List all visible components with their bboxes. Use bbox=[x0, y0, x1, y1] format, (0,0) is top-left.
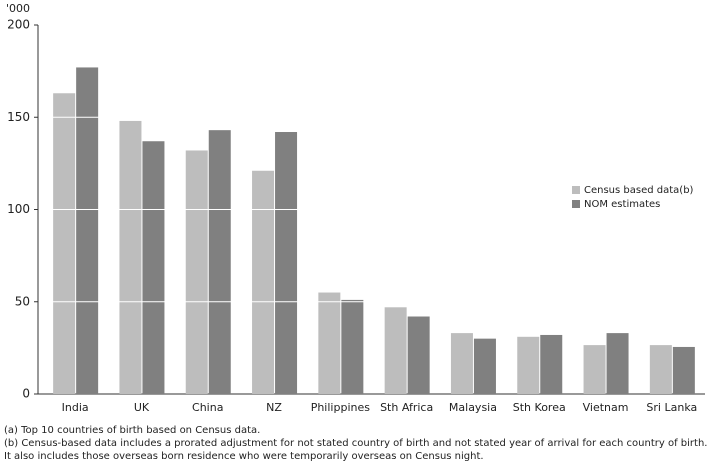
x-tick-label: India bbox=[62, 401, 89, 414]
x-tick-label: China bbox=[192, 401, 223, 414]
x-tick-label: Sri Lanka bbox=[646, 401, 697, 414]
y-tick-label: 0 bbox=[22, 387, 30, 401]
bar bbox=[185, 150, 208, 394]
bar bbox=[606, 333, 629, 394]
bar bbox=[384, 307, 407, 394]
x-tick-label: Malaysia bbox=[449, 401, 497, 414]
legend-swatch bbox=[572, 186, 580, 194]
bar bbox=[208, 130, 231, 395]
x-tick-label: Sth Africa bbox=[380, 401, 433, 414]
bar bbox=[53, 93, 76, 394]
bar bbox=[450, 333, 473, 394]
y-tick-label: 150 bbox=[7, 110, 30, 124]
bar bbox=[341, 299, 364, 394]
bar bbox=[76, 67, 99, 394]
bar bbox=[473, 338, 496, 394]
legend-label: Census based data(b) bbox=[584, 185, 694, 196]
y-unit-label: '000 bbox=[6, 2, 30, 15]
footnote: (b) Census-based data includes a prorate… bbox=[4, 438, 707, 449]
legend-swatch bbox=[572, 200, 580, 208]
x-tick-label: Sth Korea bbox=[513, 401, 566, 414]
bar bbox=[583, 345, 606, 394]
x-tick-label: NZ bbox=[266, 401, 282, 414]
y-tick-label: 100 bbox=[7, 202, 30, 216]
footnote: (a) Top 10 countries of birth based on C… bbox=[4, 425, 260, 436]
x-tick-label: Vietnam bbox=[583, 401, 629, 414]
bar bbox=[540, 334, 563, 394]
bar bbox=[142, 141, 165, 394]
footnote: It also includes those overseas born res… bbox=[4, 451, 484, 462]
bar bbox=[672, 346, 695, 394]
bar bbox=[407, 316, 430, 394]
bar bbox=[252, 170, 275, 394]
y-tick-label: 50 bbox=[15, 294, 30, 308]
bar bbox=[119, 120, 142, 394]
bar bbox=[517, 336, 540, 394]
bar bbox=[649, 345, 672, 394]
bar bbox=[275, 132, 298, 394]
bar bbox=[318, 292, 341, 394]
legend-label: NOM estimates bbox=[584, 199, 660, 210]
x-tick-label: Philippines bbox=[311, 401, 371, 414]
x-tick-label: UK bbox=[134, 401, 150, 414]
y-tick-label: 200 bbox=[7, 18, 30, 32]
